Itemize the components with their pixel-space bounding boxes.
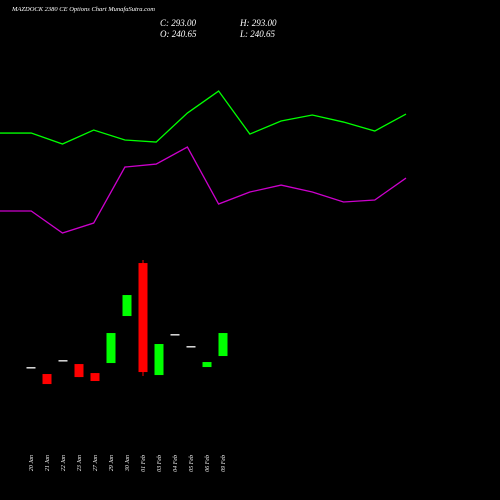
x-tick-label: 03 Feb bbox=[157, 455, 163, 472]
candle-body bbox=[202, 362, 212, 368]
candle-body bbox=[90, 373, 100, 382]
candle-body bbox=[26, 367, 36, 369]
x-tick-label: 20 Jan bbox=[29, 455, 35, 471]
x-tick-label: 30 Jan bbox=[125, 455, 131, 472]
x-tick-label: 21 Jan bbox=[45, 455, 51, 471]
candle-body bbox=[106, 333, 116, 364]
header-high: H: 293.00 bbox=[239, 18, 277, 28]
candle-body bbox=[42, 374, 52, 385]
candle-body bbox=[122, 295, 132, 317]
x-tick-label: 06 Feb bbox=[205, 455, 211, 472]
header-open: O: 240.65 bbox=[160, 29, 197, 39]
x-tick-label: 09 Feb bbox=[221, 455, 227, 472]
x-tick-label: 27 Jan bbox=[93, 455, 99, 471]
candle-body bbox=[218, 333, 228, 357]
header-low: L: 240.65 bbox=[239, 29, 276, 39]
candle-body bbox=[186, 346, 196, 348]
candle-body bbox=[170, 334, 180, 336]
candle-body bbox=[138, 263, 148, 373]
candle-body bbox=[58, 360, 68, 362]
header-close: C: 293.00 bbox=[160, 18, 197, 28]
x-tick-label: 04 Feb bbox=[172, 455, 179, 472]
candle-body bbox=[74, 364, 84, 378]
x-tick-label: 23 Jan bbox=[77, 455, 83, 471]
chart-title: MAZDOCK 2380 CE Options Chart MunafaSutr… bbox=[11, 6, 155, 13]
candle-body bbox=[154, 344, 164, 376]
x-tick-label: 29 Jan bbox=[109, 455, 115, 471]
indicator-line bbox=[0, 90, 407, 145]
indicator-line bbox=[0, 146, 407, 234]
x-tick-label: 22 Jan bbox=[61, 455, 67, 471]
x-tick-label: 01 Feb bbox=[141, 455, 147, 472]
x-tick-label: 05 Feb bbox=[189, 455, 195, 472]
